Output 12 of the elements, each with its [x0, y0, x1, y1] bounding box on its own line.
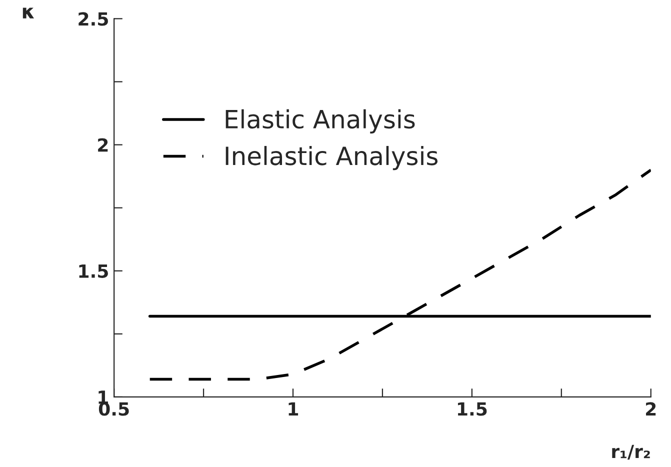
x-tick-label: 1.5 [458, 402, 487, 416]
x-tick-label: 2 [646, 402, 656, 416]
y-tick-label: 2 [98, 138, 108, 152]
y-tick-label: 2.5 [78, 12, 108, 26]
x-axis-title: r₁/r₂ [612, 444, 650, 460]
y-axis-title: κ [22, 8, 34, 18]
x-tick-label: 1 [288, 402, 298, 416]
legend-label: Inelastic Analysis [226, 146, 438, 170]
line-series [148, 168, 651, 381]
legend-label: Elastic Analysis [226, 109, 415, 134]
y-tick-label: 1.5 [79, 264, 108, 278]
x-tick-label: 0.5 [98, 402, 129, 416]
